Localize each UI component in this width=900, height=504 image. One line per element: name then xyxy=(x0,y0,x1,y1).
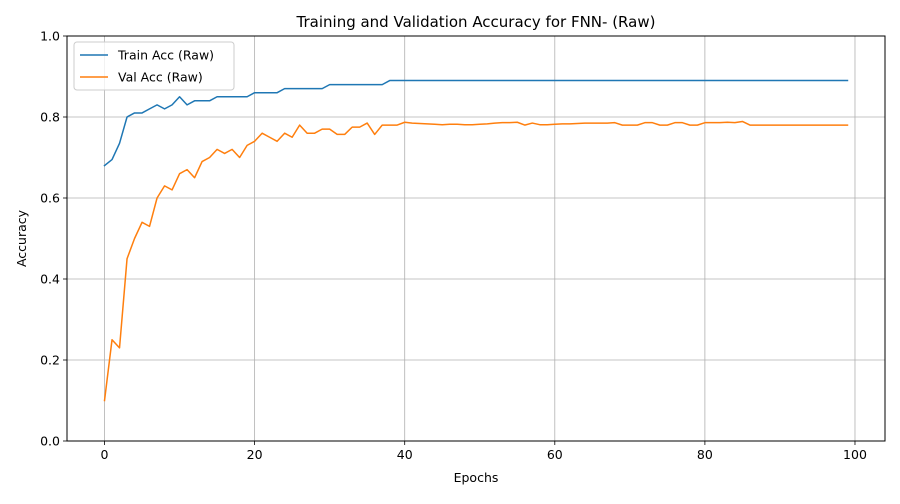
x-tick-label: 60 xyxy=(547,447,563,462)
y-axis-ticks: 0.0 0.2 0.4 0.6 0.8 1.0 xyxy=(40,29,67,449)
y-tick-label: 0.8 xyxy=(40,110,60,125)
x-tick-label: 100 xyxy=(843,447,867,462)
y-tick-label: 0.2 xyxy=(40,353,60,368)
x-tick-label: 80 xyxy=(697,447,713,462)
y-tick-label: 0.0 xyxy=(40,434,60,449)
y-tick-label: 0.4 xyxy=(40,272,60,287)
x-axis-label: Epochs xyxy=(454,470,499,485)
y-axis-label: Accuracy xyxy=(14,209,29,267)
x-tick-label: 40 xyxy=(397,447,413,462)
y-tick-label: 1.0 xyxy=(40,29,60,44)
x-tick-label: 0 xyxy=(101,447,109,462)
train-accuracy-line xyxy=(103,79,849,167)
x-tick-label: 20 xyxy=(247,447,263,462)
x-axis-ticks: 0 20 40 60 80 100 xyxy=(101,441,867,462)
y-tick-label: 0.6 xyxy=(40,191,60,206)
legend-label-train: Train Acc (Raw) xyxy=(117,48,214,63)
legend-label-val: Val Acc (Raw) xyxy=(118,70,203,85)
series-lines xyxy=(103,79,849,402)
plot-area-frame xyxy=(66,35,886,442)
legend-box xyxy=(73,41,235,91)
validation-accuracy-line xyxy=(103,120,849,402)
legend: Train Acc (Raw) Val Acc (Raw) xyxy=(73,41,235,91)
chart-title: Training and Validation Accuracy for FNN… xyxy=(296,13,656,31)
